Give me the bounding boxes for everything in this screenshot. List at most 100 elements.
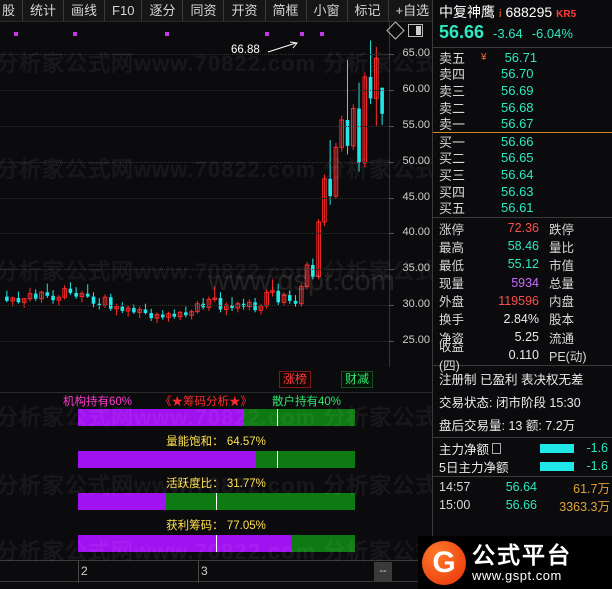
retail-holding-label: 散户持有40% xyxy=(272,396,342,408)
toolbar-item-2[interactable]: 画线 xyxy=(64,0,106,21)
tick-row-1[interactable]: 15:00 56.66 3363.3万 xyxy=(433,496,612,514)
stat-label-left: 最高 xyxy=(439,240,465,255)
tick-volume: 61.7万 xyxy=(573,481,610,496)
stat-label-right: 内盘 xyxy=(549,295,575,310)
level-label: 卖一 xyxy=(439,117,466,133)
tick-price: 56.64 xyxy=(505,480,537,495)
status-badge-finance[interactable]: 财减 xyxy=(341,371,374,388)
stat-row-5: 换手 2.84% 股本 xyxy=(433,310,612,328)
stat-value-left: 2.84% xyxy=(503,311,539,326)
gridline xyxy=(0,233,389,235)
tick-time: 15:00 xyxy=(439,498,471,513)
level-price: 56.64 xyxy=(501,166,534,182)
stock-code: 688295 xyxy=(505,4,553,20)
indicator-bar-2 xyxy=(77,493,355,510)
time-label-1: 3 xyxy=(201,564,208,578)
gridline xyxy=(0,53,389,55)
ask-level-4[interactable]: 卖一 56.67 xyxy=(433,115,612,132)
gridline xyxy=(0,341,389,343)
stat-row-1: 最高 58.46 量比 xyxy=(433,237,612,255)
toolbar-item-8[interactable]: 小窗 xyxy=(307,0,348,21)
bid-level-2[interactable]: 买三 56.64 xyxy=(433,166,612,183)
tick-row-0[interactable]: 14:57 56.64 61.7万 xyxy=(433,478,612,496)
stat-label-right: PE(动) xyxy=(549,349,587,364)
price-tick-2: 55.00 xyxy=(402,118,430,131)
price-tick-4: 45.00 xyxy=(402,190,430,203)
info-icon[interactable]: i xyxy=(499,8,502,20)
toolbar-item-10[interactable]: +自选 xyxy=(389,0,438,21)
indicator-bar-1 xyxy=(77,451,355,468)
level-price: 56.70 xyxy=(501,66,534,82)
divider xyxy=(433,216,612,218)
toolbar-item-7[interactable]: 简框 xyxy=(266,0,307,21)
axis-tick xyxy=(389,233,394,235)
divider xyxy=(433,47,612,48)
ask-level-1[interactable]: 卖四 56.70 xyxy=(433,66,612,82)
stat-label-left: 涨停 xyxy=(439,222,465,237)
logo-mark-icon: G xyxy=(422,540,466,585)
time-tick xyxy=(78,561,79,583)
toolbar-item-4[interactable]: 逐分 xyxy=(142,0,184,21)
bid-level-3[interactable]: 买四 56.63 xyxy=(433,183,612,200)
ask-level-0[interactable]: 卖五 ¥56.71 xyxy=(433,49,612,66)
level-label: 卖三 xyxy=(439,83,466,99)
gridline xyxy=(0,161,389,163)
kline-chart[interactable]: 66.88 65.00 60.00 55.00 50.00 45.00 40.00 35.0… xyxy=(0,21,432,367)
time-tick xyxy=(198,561,199,583)
toolbar-item-9[interactable]: 标记 xyxy=(348,0,389,21)
stat-label-right: 总量 xyxy=(549,277,575,292)
toolbar-item-3[interactable]: F10 xyxy=(105,0,143,21)
site-logo: G 公式平台 www.gspt.com xyxy=(418,536,612,589)
indicator-bar-tick xyxy=(276,451,278,468)
toolbar-item-6[interactable]: 开资 xyxy=(224,0,266,21)
ask-level-3[interactable]: 卖二 56.68 xyxy=(433,99,612,116)
bid-level-0[interactable]: 买一 56.66 xyxy=(433,133,612,150)
divider xyxy=(433,476,612,478)
bid-level-4[interactable]: 买五 56.61 xyxy=(433,199,612,216)
stat-label-right: 跌停 xyxy=(549,222,575,237)
stock-tag: KR5 xyxy=(556,9,577,20)
spacer xyxy=(0,510,432,518)
axis-tick xyxy=(389,269,394,271)
quote-pane: 中复神鹰 i 688295 KR5 56.66 -3.64 -6.04% 卖五 ¥… xyxy=(432,0,612,589)
ask-level-2[interactable]: 卖三 56.69 xyxy=(433,82,612,99)
currency-icon: ¥ xyxy=(481,51,487,63)
stat-row-2: 最低 55.12 市值 xyxy=(433,255,612,273)
stat-value-left: 55.12 xyxy=(507,257,539,272)
price-change-pct: -6.04% xyxy=(531,26,573,41)
toolbar-item-1[interactable]: 统计 xyxy=(23,0,65,21)
stat-value-left: 119596 xyxy=(498,293,539,308)
stat-row-0: 涨停 72.36 跌停 xyxy=(433,219,612,237)
price-tick-6: 35.00 xyxy=(402,262,430,275)
bid-level-1[interactable]: 买二 56.65 xyxy=(433,150,612,167)
after-hours-volume: 盘后交易量: 13 额: 7.2万 xyxy=(439,419,576,434)
bid-levels[interactable]: 买一 56.66 买二 56.65 买三 56.64 买四 56.63 买五 56.61 xyxy=(433,133,612,216)
level-price: 56.69 xyxy=(501,82,534,98)
toolbar-item-0[interactable]: 股 xyxy=(0,0,24,21)
level-price: 56.61 xyxy=(501,200,534,216)
main-fund-row-0: 主力净额 -1.6 xyxy=(433,439,612,457)
indicator-bar-3 xyxy=(77,535,355,552)
ask-levels[interactable]: 卖五 ¥56.71 卖四 56.70 卖三 56.69 卖二 56.68 卖一 56.67 xyxy=(433,49,612,132)
price-change: -3.64 xyxy=(493,26,523,41)
level-price: 56.71 xyxy=(504,49,538,65)
tick-list[interactable]: 14:57 56.64 61.7万 15:00 56.66 3363.3万 xyxy=(433,478,612,514)
logo-text: 公式平台 www.gspt.com xyxy=(472,542,572,583)
level-label: 卖二 xyxy=(439,100,466,116)
diamond-icon[interactable] xyxy=(386,21,405,40)
axis-tick xyxy=(389,341,394,343)
list-icon[interactable] xyxy=(492,442,502,454)
panel-split-icon[interactable] xyxy=(408,24,423,37)
indicator-bar-fill xyxy=(77,451,257,468)
level-price: 56.67 xyxy=(501,116,534,132)
level-label: 买二 xyxy=(439,151,466,167)
chart-corner-icons[interactable] xyxy=(386,21,423,40)
status-badge-rank[interactable]: 涨榜 xyxy=(279,371,312,388)
logo-url: www.gspt.com xyxy=(472,567,562,583)
stat-label-left: 最低 xyxy=(439,258,465,273)
toolbar-item-5[interactable]: 同资 xyxy=(183,0,225,21)
axis-tick xyxy=(389,305,394,307)
indicator-bar-tick xyxy=(216,535,217,552)
